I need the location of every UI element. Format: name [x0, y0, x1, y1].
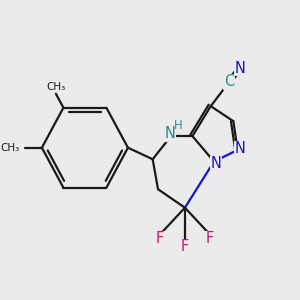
Text: CH₃: CH₃	[0, 143, 19, 153]
Text: F: F	[156, 231, 164, 246]
Text: N: N	[211, 156, 222, 171]
Text: N: N	[234, 141, 245, 156]
Text: C: C	[224, 74, 234, 89]
Text: N: N	[164, 126, 175, 141]
Text: F: F	[181, 239, 189, 254]
Text: F: F	[206, 231, 214, 246]
Text: N: N	[234, 61, 245, 76]
Text: H: H	[174, 119, 183, 132]
Text: CH₃: CH₃	[46, 82, 65, 92]
